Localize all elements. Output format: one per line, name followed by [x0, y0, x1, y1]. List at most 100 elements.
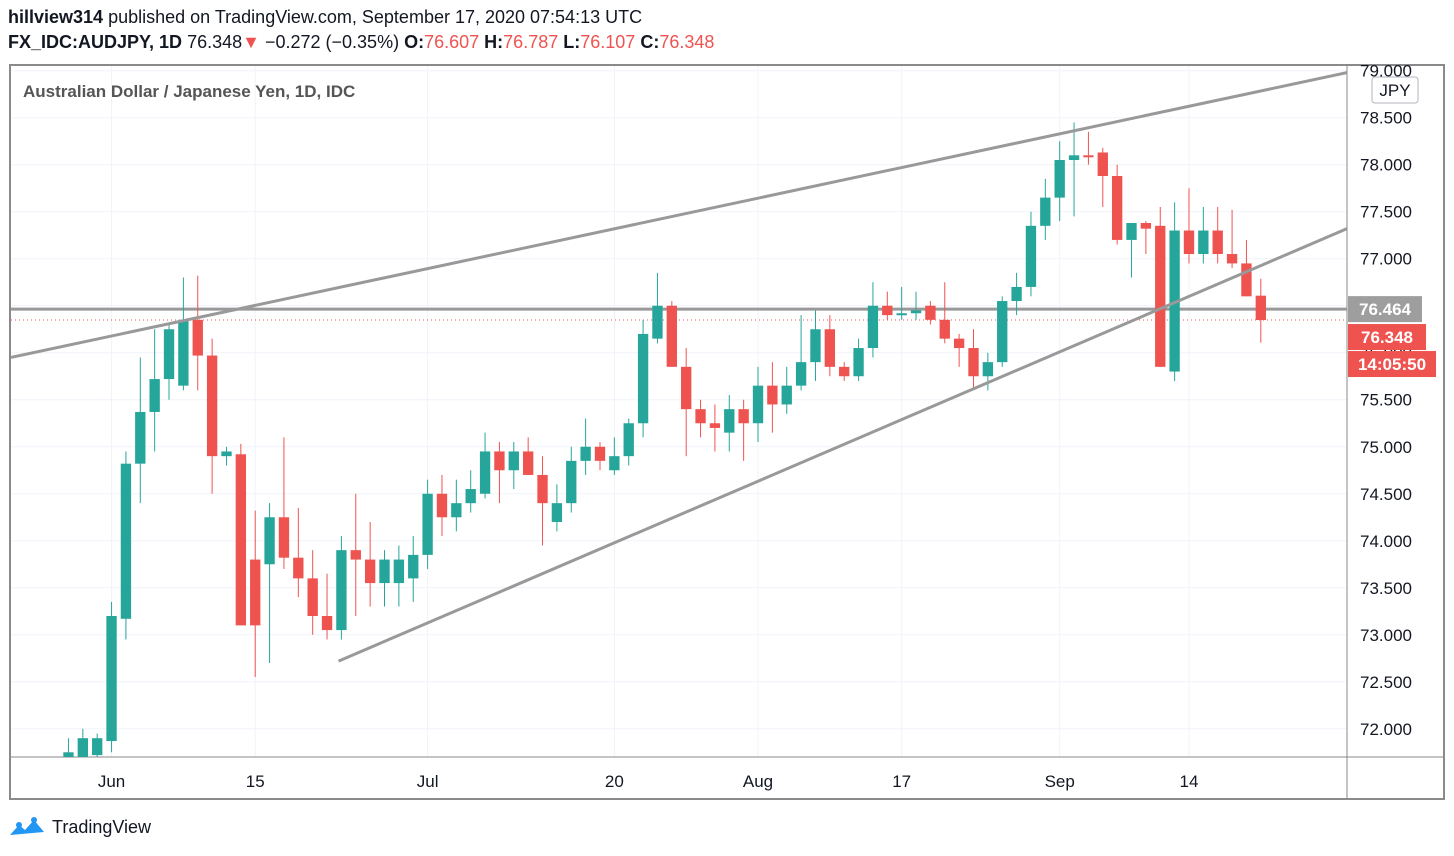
- countdown-label-box: [1348, 351, 1436, 378]
- candle-down[interactable]: [925, 305, 936, 320]
- candle-up[interactable]: [221, 451, 232, 457]
- candle-up[interactable]: [982, 362, 994, 377]
- candle-down[interactable]: [953, 338, 965, 349]
- candle-up[interactable]: [896, 313, 907, 316]
- y-tick-label: 75.500: [1360, 391, 1412, 410]
- high-label: H:: [484, 32, 504, 52]
- candle-down[interactable]: [1241, 263, 1252, 297]
- publisher-line: hillview314 published on TradingView.com…: [8, 7, 642, 28]
- chart-title: Australian Dollar / Japanese Yen, 1D, ID…: [23, 82, 355, 101]
- candle-down[interactable]: [293, 557, 304, 579]
- candle-down[interactable]: [364, 559, 376, 584]
- candle-up[interactable]: [1126, 223, 1137, 240]
- candle-up[interactable]: [810, 329, 821, 363]
- publisher-name[interactable]: hillview314: [8, 7, 104, 27]
- candle-down[interactable]: [321, 615, 333, 631]
- candle-up[interactable]: [867, 305, 879, 349]
- countdown-label: 14:05:50: [1358, 355, 1426, 374]
- candle-down[interactable]: [1083, 155, 1094, 158]
- candle-down[interactable]: [192, 319, 203, 356]
- candle-down[interactable]: [235, 454, 247, 626]
- candle-down[interactable]: [307, 578, 318, 616]
- candle-down[interactable]: [522, 451, 534, 475]
- candle-down[interactable]: [494, 451, 505, 471]
- candle-up[interactable]: [106, 615, 117, 742]
- candle-down[interactable]: [666, 305, 677, 367]
- candle-up[interactable]: [1068, 155, 1080, 161]
- candle-up[interactable]: [264, 517, 275, 565]
- candle-down[interactable]: [1097, 152, 1108, 176]
- candle-down[interactable]: [594, 446, 606, 461]
- ohlc-line: FX_IDC:AUDJPY, 1D 76.348▼ −0.272 (−0.35%…: [8, 32, 714, 53]
- candle-down[interactable]: [824, 329, 836, 367]
- candle-down[interactable]: [1155, 225, 1166, 367]
- candle-down[interactable]: [882, 305, 893, 316]
- candle-up[interactable]: [77, 738, 88, 757]
- candle-up[interactable]: [465, 489, 476, 504]
- candle-down[interactable]: [1255, 295, 1266, 321]
- footer-brand[interactable]: TradingView: [8, 816, 151, 838]
- candle-up[interactable]: [623, 423, 634, 457]
- upper-trendline[interactable]: [11, 71, 1347, 359]
- candle-up[interactable]: [566, 460, 577, 504]
- candle-up[interactable]: [379, 559, 390, 584]
- candle-down[interactable]: [681, 366, 692, 410]
- candle-down[interactable]: [436, 493, 448, 518]
- symbol-label: FX_IDC:AUDJPY, 1D: [8, 32, 183, 52]
- candle-down[interactable]: [709, 423, 721, 428]
- candle-up[interactable]: [910, 310, 922, 314]
- candle-down[interactable]: [350, 550, 361, 560]
- candle-up[interactable]: [408, 554, 419, 579]
- candle-up[interactable]: [637, 333, 649, 424]
- candle-up[interactable]: [1054, 160, 1065, 198]
- candle-up[interactable]: [997, 301, 1008, 363]
- candle-down[interactable]: [767, 385, 778, 405]
- candle-down[interactable]: [1212, 230, 1223, 255]
- candle-down[interactable]: [738, 409, 749, 424]
- candle-up[interactable]: [1198, 230, 1209, 255]
- candle-up[interactable]: [149, 379, 160, 412]
- candle-up[interactable]: [1011, 286, 1022, 302]
- candle-up[interactable]: [609, 456, 620, 471]
- candle-down[interactable]: [206, 355, 218, 457]
- candle-up[interactable]: [163, 329, 175, 380]
- candle-up[interactable]: [508, 451, 519, 471]
- close-value: 76.348: [659, 32, 715, 52]
- price-change: −0.272 (−0.35%): [264, 32, 400, 52]
- candle-up[interactable]: [724, 409, 735, 433]
- candle-up[interactable]: [63, 752, 74, 757]
- lower-trendline[interactable]: [337, 227, 1347, 663]
- candle-down[interactable]: [695, 409, 706, 424]
- candle-down[interactable]: [1140, 223, 1152, 229]
- candle-up[interactable]: [1040, 197, 1051, 226]
- candle-up[interactable]: [551, 503, 563, 522]
- candle-up[interactable]: [795, 362, 807, 386]
- candle-down[interactable]: [250, 559, 261, 626]
- candle-up[interactable]: [336, 550, 347, 631]
- x-tick-label: Aug: [743, 772, 773, 791]
- candle-up[interactable]: [451, 503, 462, 518]
- candle-up[interactable]: [393, 559, 405, 584]
- candle-up[interactable]: [752, 385, 764, 424]
- candle-up[interactable]: [652, 305, 663, 339]
- candle-up[interactable]: [120, 463, 132, 619]
- candle-up[interactable]: [135, 411, 146, 464]
- candle-up[interactable]: [853, 348, 864, 377]
- candle-up[interactable]: [479, 451, 491, 494]
- candle-down[interactable]: [839, 366, 850, 377]
- candle-down[interactable]: [278, 517, 290, 558]
- candle-down[interactable]: [537, 474, 548, 504]
- candle-up[interactable]: [422, 493, 433, 555]
- candle-up[interactable]: [580, 446, 591, 461]
- candle-down[interactable]: [1226, 254, 1238, 264]
- candle-down[interactable]: [939, 319, 950, 339]
- candle-up[interactable]: [178, 319, 189, 386]
- candle-down[interactable]: [1183, 230, 1195, 255]
- candle-up[interactable]: [1025, 225, 1037, 287]
- candle-up[interactable]: [92, 738, 103, 756]
- candle-down[interactable]: [968, 348, 979, 377]
- x-tick-label: Sep: [1045, 772, 1075, 791]
- candle-up[interactable]: [781, 385, 792, 405]
- candle-down[interactable]: [1111, 175, 1123, 240]
